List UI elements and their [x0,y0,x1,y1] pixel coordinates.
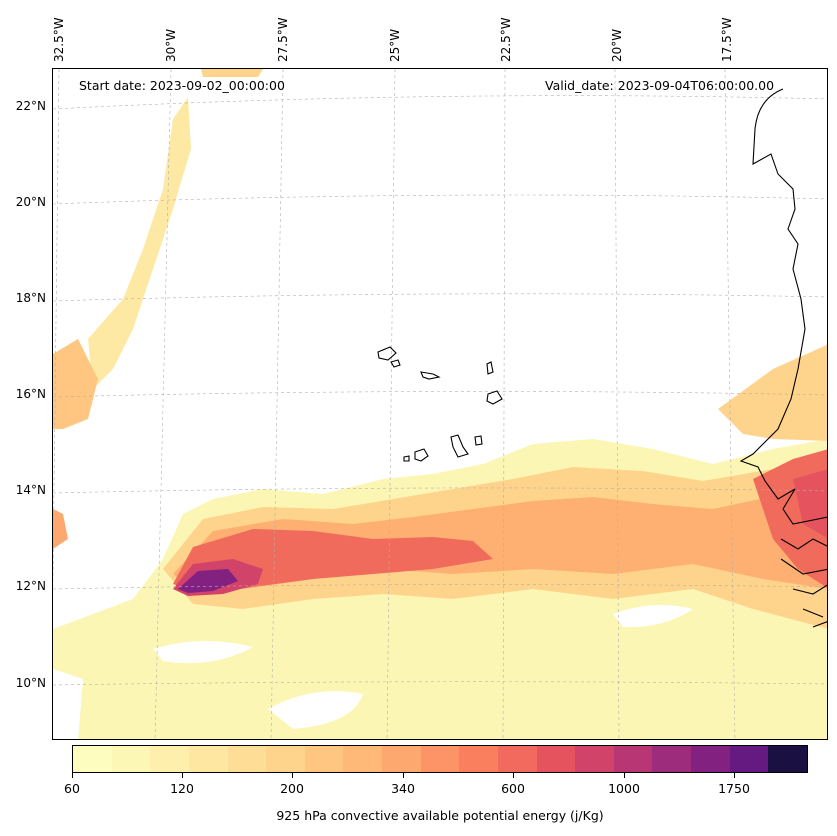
colorbar-tick [292,773,293,778]
lon-label-20w: 20°W [610,28,624,62]
africa-coast [739,88,827,628]
colorbar-segment [266,746,305,772]
colorbar-segment [729,746,769,772]
lat-label-10n: 10°N [15,676,46,690]
colorbar-label-340: 340 [391,781,415,796]
colorbar-label-1000: 1000 [608,781,640,796]
colorbar-label-60: 60 [64,781,80,796]
colorbar-tick [513,773,514,778]
map-panel [52,68,828,740]
colorbar-segment [304,746,344,772]
island-santo-antao [377,346,397,361]
lon-label-17-5w: 17.5°W [720,17,734,62]
colorbar [72,745,808,773]
colorbar-segment [111,746,151,772]
colorbar-tick [72,773,73,778]
colorbar-tick [734,773,735,778]
coastlines [377,88,827,628]
cape-nw-streak [88,97,191,389]
colorbar-segment [691,746,730,772]
colorbar-segment [652,746,691,772]
colorbar-tick [403,773,404,778]
island-boa-vista [486,390,503,405]
colorbar-segment [188,746,228,772]
lat-label-22n: 22°N [15,99,46,113]
colorbar-segment [459,746,498,772]
lon-label-22-5w: 22.5°W [499,17,513,62]
colorbar-segment [768,746,807,772]
cape-west-patch [53,339,98,429]
island-brava [403,455,410,462]
start-date-label: Start date: 2023-09-02_00:00:00 [79,78,285,93]
gridlines [53,69,827,739]
lat-label-20n: 20°N [15,195,46,209]
colorbar-segment [420,746,460,772]
cape-west-small [53,509,68,549]
island-maio [474,435,483,446]
colorbar-segment [575,746,614,772]
lon-label-32-5w: 32.5°W [52,17,66,62]
lat-label-12n: 12°N [15,579,46,593]
colorbar-label-120: 120 [170,781,194,796]
lon-label-25w: 25°W [388,28,402,62]
valid-date-label: Valid_date: 2023-09-04T06:00:00.00 [545,78,775,93]
lat-label-18n: 18°N [15,291,46,305]
lat-label-16n: 16°N [15,387,46,401]
cape-gap-2 [268,691,363,729]
lon-label-30w: 30°W [164,28,178,62]
colorbar-title: 925 hPa convective available potential e… [276,808,604,823]
island-fogo [414,448,429,462]
colorbar-tick [182,773,183,778]
island-sao-vicente [390,359,401,368]
cape-top-patch [201,69,263,77]
island-santiago [450,434,469,458]
colorbar-segment [150,746,189,772]
colorbar-segment [613,746,653,772]
colorbar-label-600: 600 [501,781,525,796]
colorbar-segment [73,746,112,772]
island-sal [486,361,494,375]
cape-core-max [178,569,238,593]
cape-gap-1 [153,640,253,664]
colorbar-segment [343,746,382,772]
cape-gap-3 [613,605,693,628]
colorbar-tick [624,773,625,778]
cape-east-north [718,344,827,441]
colorbar-segment [497,746,537,772]
cape-gap-4 [53,669,83,739]
cape-east-core [793,469,827,538]
island-sao-nicolau [420,371,441,380]
colorbar-segment [536,746,576,772]
lat-label-14n: 14°N [15,483,46,497]
colorbar-segment [382,746,421,772]
lon-label-27-5w: 27.5°W [276,17,290,62]
colorbar-label-1750: 1750 [718,781,750,796]
cape-field [53,69,827,739]
cape-map [53,69,827,739]
colorbar-label-200: 200 [280,781,304,796]
colorbar-segment [227,746,267,772]
